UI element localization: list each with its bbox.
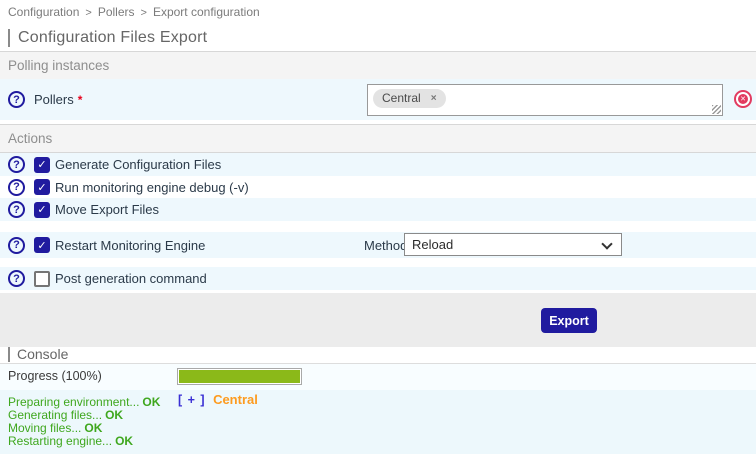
section-header-actions: Actions [0, 124, 756, 153]
status-ok: OK [142, 395, 161, 409]
check-icon: ✓ [37, 181, 47, 194]
console-section-title: Console [8, 347, 68, 362]
help-icon[interactable]: ? [8, 201, 25, 218]
move-files-label: Move Export Files [55, 202, 160, 217]
pollers-row: ? Pollers * Central × ✕ [0, 79, 756, 120]
poller-name: Central [213, 392, 258, 407]
status-line: Preparing environment... OK [8, 395, 161, 409]
action-row-postcmd: ? Post generation command [0, 267, 756, 290]
section-header-polling-instances: Polling instances [0, 51, 756, 80]
form-footer: Export [0, 293, 756, 347]
method-select[interactable]: Reload [404, 233, 622, 256]
help-icon[interactable]: ? [8, 178, 25, 196]
chevron-down-icon [601, 238, 613, 250]
restart-engine-label: Restart Monitoring Engine [55, 237, 206, 253]
help-icon[interactable]: ? [8, 270, 25, 287]
breadcrumb-link-configuration[interactable]: Configuration [8, 5, 80, 19]
help-icon[interactable]: ? [8, 156, 25, 173]
breadcrumb-separator: > [85, 7, 92, 19]
action-row-move: ? ✓ Move Export Files [0, 198, 756, 221]
console-output: Preparing environment... OK Generating fi… [0, 390, 756, 454]
clear-pollers-icon[interactable]: ✕ [734, 90, 752, 108]
action-row-generate: ? ✓ Generate Configuration Files [0, 153, 756, 176]
check-icon: ✓ [37, 239, 47, 252]
status-lines: Preparing environment... OK Generating fi… [8, 396, 160, 448]
action-row-restart: ? ✓ Restart Monitoring Engine Method Rel… [0, 232, 756, 258]
progress-row: Progress (100%) [0, 364, 756, 390]
help-icon[interactable]: ? [8, 236, 25, 254]
method-selected-value: Reload [412, 237, 454, 252]
debug-checkbox[interactable]: ✓ [34, 179, 50, 195]
export-button[interactable]: Export [541, 308, 597, 333]
progress-bar [177, 368, 302, 385]
breadcrumb: Configuration > Pollers > Export configurati… [8, 5, 260, 19]
check-icon: ✓ [37, 159, 47, 171]
help-icon[interactable]: ? [8, 91, 25, 108]
post-generation-checkbox[interactable] [34, 270, 50, 287]
expand-toggle[interactable]: [ + ] [178, 393, 206, 407]
resize-grip-icon[interactable] [712, 105, 721, 114]
post-generation-label: Post generation command [55, 271, 207, 286]
status-line: Moving files... OK [8, 421, 103, 435]
status-ok: OK [105, 408, 124, 422]
move-files-checkbox[interactable]: ✓ [34, 201, 50, 218]
check-icon: ✓ [37, 204, 47, 216]
progress-label: Progress (100%) [8, 369, 102, 383]
pollers-label: Pollers * [34, 92, 83, 107]
progress-fill [179, 370, 300, 383]
generate-config-label: Generate Configuration Files [55, 157, 222, 172]
poller-tag-central: Central × [373, 89, 446, 108]
status-ok: OK [115, 434, 134, 448]
poller-result: [ + ] Central [178, 392, 258, 407]
console-section: Console [0, 347, 756, 364]
debug-label: Run monitoring engine debug (-v) [55, 179, 249, 195]
restart-engine-checkbox[interactable]: ✓ [34, 237, 50, 253]
page-title: Configuration Files Export [8, 29, 207, 47]
status-line: Generating files... OK [8, 408, 124, 422]
poller-tag-label: Central [382, 91, 421, 105]
generate-config-checkbox[interactable]: ✓ [34, 156, 50, 173]
required-marker: * [77, 93, 83, 107]
status-line: Restarting engine... OK [8, 434, 134, 448]
action-row-debug: ? ✓ Run monitoring engine debug (-v) [0, 176, 756, 198]
remove-tag-icon[interactable]: × [430, 93, 437, 104]
pollers-input[interactable]: Central × [367, 84, 723, 116]
breadcrumb-separator: > [140, 7, 147, 19]
clear-x-glyph: ✕ [738, 94, 748, 104]
status-ok: OK [84, 421, 103, 435]
breadcrumb-link-pollers[interactable]: Pollers [97, 5, 135, 19]
method-label: Method [364, 237, 408, 253]
breadcrumb-current: Export configuration [152, 5, 260, 19]
